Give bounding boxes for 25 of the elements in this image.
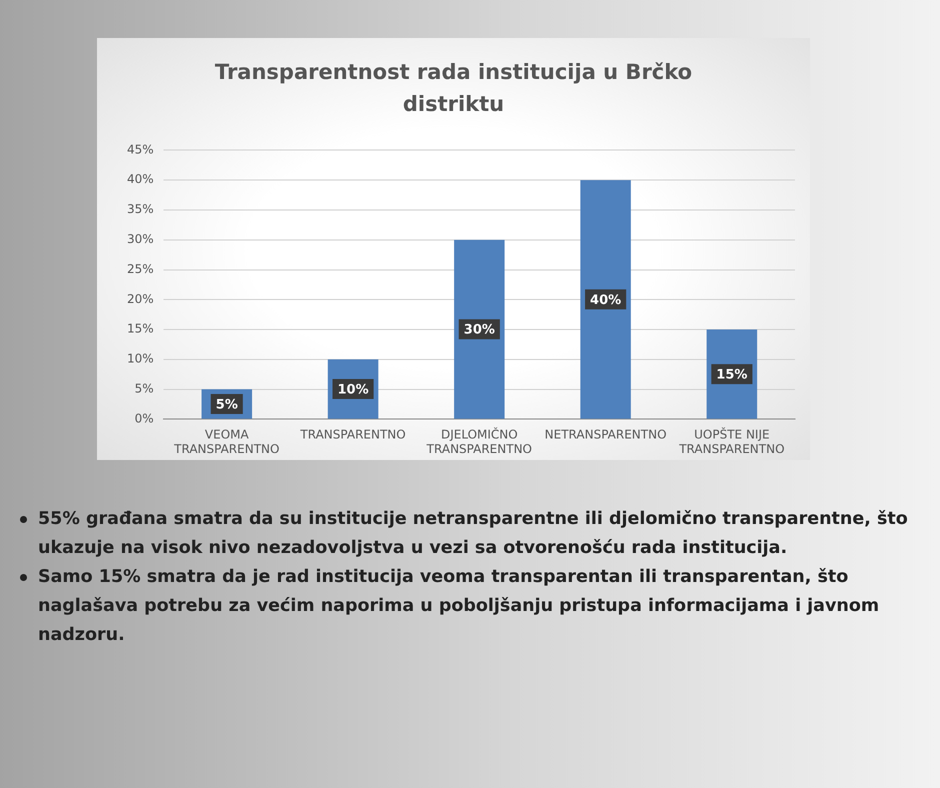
x-tick-label: DJELOMIČNO TRANSPARENTNO (426, 426, 532, 456)
y-tick-label: 35% (127, 202, 154, 216)
y-tick-label: 20% (127, 292, 154, 306)
y-tick-label: 25% (127, 262, 154, 276)
x-tick-label: VEOMA TRANSPARENTNO (173, 428, 280, 456)
y-tick-label: 10% (127, 352, 154, 366)
chart-title: Transparentnost rada institucija u Brčko distriktu (214, 59, 694, 118)
data-label: 40% (590, 292, 622, 308)
data-label: 15% (716, 367, 748, 382)
text: Samo 15% smatra da je rad institucija veoma transparentan ili transparentan, što naglašava potrebu za većim naporima u poboljšanju pristupa informacijama i javnom nadzoru. (38, 566, 880, 647)
y-tick-label: 15% (127, 322, 154, 336)
data-label: 30% (464, 322, 495, 338)
y-tick-label: 0% (134, 411, 154, 426)
x-tick-label: TRANSPARENTNO (299, 428, 406, 442)
y-tick-label: 5% (134, 381, 154, 396)
data-label: 10% (338, 382, 369, 398)
x-tick-label: NETRANSPARENTNO (544, 428, 667, 442)
bar (580, 180, 631, 419)
y-tick-label: 40% (127, 172, 154, 186)
y-tick-label: 30% (127, 232, 154, 246)
text: 55% građana smatra da su institucije netransparentne ili djelomično transparentne, što ukazuje na visok nivo nezadovoljstva u vezi sa otvorenošću rada institucija. (38, 508, 909, 560)
y-tick-label: 45% (127, 142, 154, 156)
data-label: 5% (216, 397, 238, 412)
bar (454, 240, 505, 419)
x-tick-label: UOPŠTE NIJE TRANSPARENTNO (678, 426, 785, 456)
